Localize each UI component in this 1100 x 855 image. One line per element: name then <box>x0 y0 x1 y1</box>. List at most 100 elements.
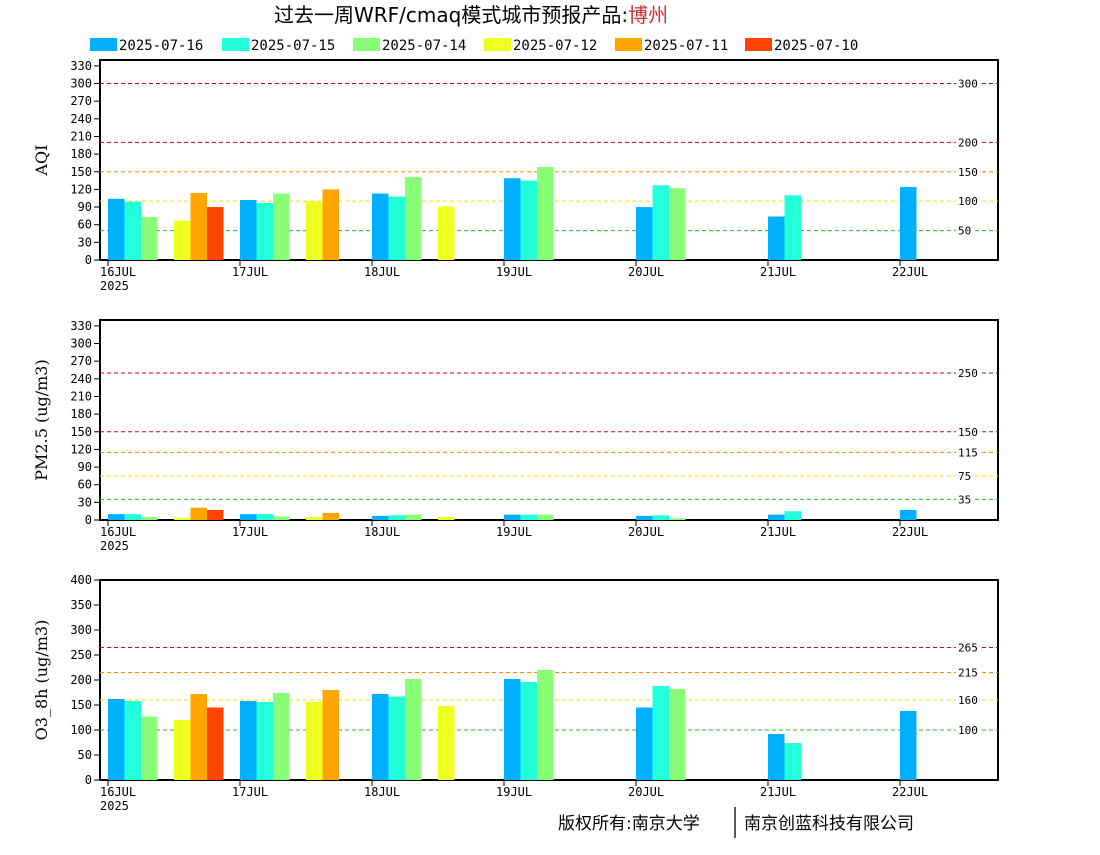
threshold-label: 35 <box>958 493 971 506</box>
legend-swatch <box>745 38 772 51</box>
threshold-label-bg <box>956 694 981 706</box>
legend-swatch <box>353 38 380 51</box>
bar <box>322 512 339 520</box>
x-tick-label: 17JUL <box>232 265 268 279</box>
chart-title: 过去一周WRF/cmaq模式城市预报产品:博州 <box>274 3 668 27</box>
threshold-label: 150 <box>958 426 978 439</box>
y-axis-label: AQI <box>32 145 51 177</box>
bar <box>900 187 917 260</box>
bar <box>141 217 158 260</box>
legend-swatch <box>222 38 249 51</box>
y-tick-label: 150 <box>70 165 92 179</box>
bar <box>372 694 389 780</box>
threshold-label: 300 <box>958 78 978 91</box>
y-tick-label: 120 <box>70 182 92 196</box>
threshold-label-bg <box>956 666 981 679</box>
y-tick-label: 60 <box>78 218 92 232</box>
bar <box>207 207 224 260</box>
bar <box>504 514 521 520</box>
x-tick-label: 22JUL <box>892 785 928 799</box>
bar <box>256 702 273 780</box>
y-tick-label: 330 <box>70 319 92 333</box>
bar <box>372 515 389 520</box>
bar <box>784 743 801 780</box>
bar <box>636 515 653 520</box>
y-tick-label: 240 <box>70 372 92 386</box>
y-tick-label: 350 <box>70 598 92 612</box>
bar <box>784 511 801 520</box>
y-tick-label: 150 <box>70 698 92 712</box>
threshold-label-bg <box>956 77 981 90</box>
bar <box>372 193 389 260</box>
legend-label: 2025-07-16 <box>119 38 203 54</box>
bar <box>124 514 141 520</box>
title-main: 过去一周WRF/cmaq模式城市预报产品: <box>274 3 628 27</box>
threshold-label: 150 <box>958 166 978 179</box>
bar <box>636 207 653 260</box>
threshold-label-bg <box>956 641 981 654</box>
x-tick-label: 16JUL <box>100 785 136 799</box>
x-tick-label: 20JUL <box>628 265 664 279</box>
y-tick-label: 30 <box>78 495 92 509</box>
plot-frame <box>99 319 999 521</box>
bar <box>504 679 521 780</box>
y-tick-label: 300 <box>70 77 92 91</box>
copyright-left: 版权所有:南京大学 <box>558 814 700 834</box>
bar <box>306 517 323 520</box>
bar <box>174 220 191 260</box>
bar <box>438 706 455 780</box>
copyright-right: 南京创蓝科技有限公司 <box>744 814 914 834</box>
bar <box>636 707 653 780</box>
x-tick-label: 19JUL <box>496 265 532 279</box>
bar <box>306 702 323 780</box>
bar <box>240 200 257 260</box>
threshold-label: 265 <box>958 642 978 655</box>
bar <box>388 515 405 520</box>
y-tick-label: 60 <box>78 478 92 492</box>
bar <box>438 206 455 260</box>
bar <box>256 514 273 520</box>
bar <box>537 514 554 520</box>
bar <box>141 716 158 780</box>
y-tick-label: 210 <box>70 389 92 403</box>
threshold-label: 100 <box>958 195 978 208</box>
threshold-label-bg <box>956 136 981 149</box>
bar <box>108 198 125 260</box>
y-tick-label: 180 <box>70 147 92 161</box>
threshold-label-bg <box>956 469 974 482</box>
x-tick-label: 20JUL <box>628 785 664 799</box>
legend-swatch <box>484 38 511 51</box>
bar <box>768 216 785 260</box>
threshold-label: 250 <box>958 367 978 380</box>
bar <box>124 201 141 260</box>
bar <box>768 734 785 780</box>
bar <box>537 167 554 260</box>
y-tick-label: 150 <box>70 425 92 439</box>
bar <box>537 670 554 780</box>
threshold-label-bg <box>956 493 974 506</box>
y-tick-label: 270 <box>70 94 92 108</box>
bar <box>652 185 669 260</box>
threshold-label: 160 <box>958 694 978 707</box>
x-tick-label: 16JUL <box>100 525 136 539</box>
threshold-label: 115 <box>958 446 978 459</box>
bar <box>256 202 273 260</box>
threshold-label: 50 <box>958 225 971 238</box>
x-tick-label: 22JUL <box>892 265 928 279</box>
bar <box>504 178 521 260</box>
legend-swatch <box>90 38 117 51</box>
y-tick-label: 30 <box>78 235 92 249</box>
x-tick-label: 18JUL <box>364 525 400 539</box>
y-tick-label: 0 <box>85 773 92 787</box>
bar <box>108 514 125 520</box>
bar <box>652 515 669 520</box>
bar <box>207 707 224 780</box>
y-axis-label: O3_8h (ug/m3) <box>32 620 51 741</box>
legend-swatch <box>615 38 642 51</box>
legend-label: 2025-07-12 <box>513 38 597 54</box>
y-tick-label: 180 <box>70 407 92 421</box>
bar <box>669 188 686 260</box>
bar <box>273 516 290 520</box>
y-tick-label: 100 <box>70 723 92 737</box>
